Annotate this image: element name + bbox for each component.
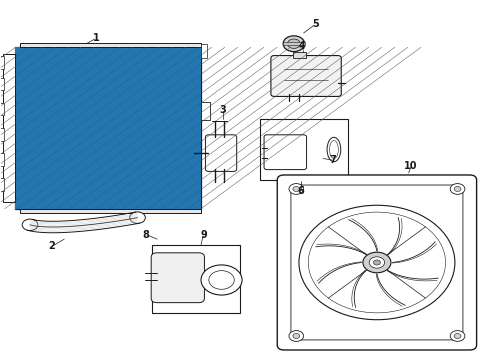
FancyBboxPatch shape <box>205 135 237 171</box>
Ellipse shape <box>327 137 341 162</box>
Text: 5: 5 <box>313 19 319 29</box>
Circle shape <box>22 219 38 230</box>
Bar <box>15 47 201 209</box>
Bar <box>0 56 4 69</box>
Circle shape <box>289 330 304 341</box>
Bar <box>0 153 4 166</box>
Circle shape <box>373 260 380 265</box>
Bar <box>20 43 201 47</box>
Bar <box>201 44 207 58</box>
Circle shape <box>369 257 385 268</box>
Circle shape <box>201 265 242 295</box>
Circle shape <box>308 212 445 313</box>
Text: 3: 3 <box>220 105 226 115</box>
Bar <box>260 119 347 180</box>
Text: 9: 9 <box>200 230 207 239</box>
FancyBboxPatch shape <box>271 55 341 96</box>
FancyBboxPatch shape <box>151 253 204 303</box>
Circle shape <box>209 271 234 289</box>
Ellipse shape <box>330 140 338 158</box>
Bar <box>15 47 201 209</box>
Bar <box>0 78 4 90</box>
Text: 1: 1 <box>93 33 99 43</box>
Text: 4: 4 <box>299 41 306 50</box>
Bar <box>283 42 305 45</box>
Circle shape <box>288 39 300 49</box>
Bar <box>0 103 4 116</box>
Circle shape <box>450 184 465 194</box>
Circle shape <box>450 330 465 341</box>
FancyBboxPatch shape <box>277 175 477 350</box>
Circle shape <box>299 205 455 320</box>
Circle shape <box>454 186 461 192</box>
Bar <box>20 209 201 213</box>
Bar <box>201 102 210 120</box>
Text: 6: 6 <box>298 186 305 197</box>
Circle shape <box>289 184 304 194</box>
Text: 10: 10 <box>404 161 418 171</box>
Bar <box>3 54 15 202</box>
Bar <box>0 128 4 140</box>
Circle shape <box>293 186 300 192</box>
Text: 8: 8 <box>143 230 150 239</box>
FancyBboxPatch shape <box>291 185 463 340</box>
Bar <box>152 244 240 313</box>
Circle shape <box>283 36 305 51</box>
Circle shape <box>454 333 461 338</box>
Circle shape <box>363 252 391 273</box>
Bar <box>294 51 306 58</box>
Text: 7: 7 <box>330 155 336 165</box>
Circle shape <box>293 333 300 338</box>
Text: 2: 2 <box>49 241 55 251</box>
Bar <box>0 178 4 191</box>
FancyBboxPatch shape <box>264 135 307 170</box>
Circle shape <box>130 212 146 224</box>
